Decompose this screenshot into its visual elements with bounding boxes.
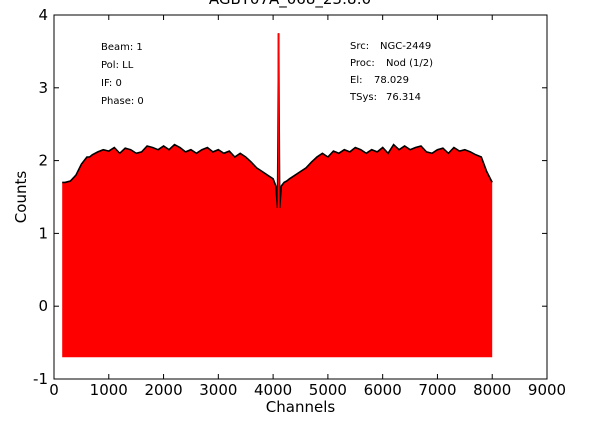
y-tick-label: -1 (33, 370, 48, 388)
x-tick-label: 8000 (473, 381, 511, 399)
series-area-0 (62, 33, 493, 358)
y-tick-label: 3 (38, 79, 48, 97)
x-tick-label: 5000 (309, 381, 347, 399)
y-tick-label: 2 (38, 152, 48, 170)
axes-frame (53, 14, 548, 380)
info-left-line: IF: 0 (101, 78, 122, 89)
y-tick-label: 4 (38, 6, 48, 24)
x-tick-label: 6000 (364, 381, 402, 399)
info-right-value: 76.314 (386, 92, 421, 103)
x-axis-label: Channels (266, 398, 336, 416)
x-tick-label: 2000 (144, 381, 182, 399)
info-block-left: Beam: 1 Pol: LL IF: 0 Phase: 0 (101, 42, 144, 107)
y-tick-label: 0 (38, 297, 48, 315)
info-right-label: Proc: (350, 58, 375, 69)
info-block-right: Src: NGC-2449 Proc: Nod (1/2) El: 78.029 TSys:… (349, 41, 433, 103)
y-tick-label: 1 (38, 224, 48, 242)
info-left-line: Phase: 0 (101, 96, 144, 107)
x-tick-label: 3000 (199, 381, 237, 399)
y-axis-label: Counts (12, 171, 30, 224)
info-right-label: El: (350, 75, 362, 86)
info-right-label: Src: (350, 41, 369, 52)
axis-ticks: 0 1000 2000 3000 4000 5000 6000 7000 8000 9000-10… (33, 6, 566, 399)
info-left-line: Pol: LL (101, 60, 134, 71)
info-right-value: 78.029 (374, 75, 409, 86)
info-right-value: Nod (1/2) (386, 58, 433, 69)
x-tick-label: 7000 (418, 381, 456, 399)
x-tick-label: 1000 (90, 381, 128, 399)
info-right-value: NGC-2449 (380, 41, 431, 52)
x-tick-label: 0 (49, 381, 59, 399)
info-left-line: Beam: 1 (101, 42, 143, 53)
x-tick-label: 4000 (254, 381, 292, 399)
x-tick-label: 9000 (528, 381, 566, 399)
info-right-label: TSys: (349, 92, 377, 103)
chart-title: AGBT07A_068_23:8:0 (209, 0, 371, 9)
